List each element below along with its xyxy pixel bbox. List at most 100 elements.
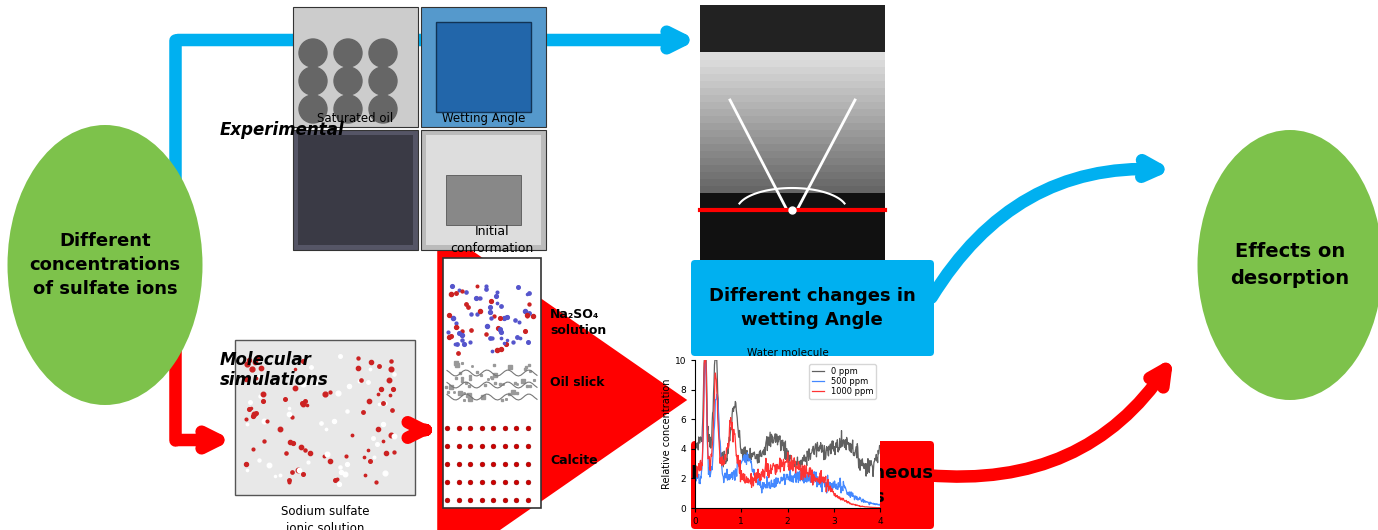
FancyBboxPatch shape	[700, 73, 885, 81]
1000 ppm	[747, 479, 763, 485]
FancyBboxPatch shape	[700, 206, 885, 214]
FancyBboxPatch shape	[700, 248, 885, 256]
500 ppm	[686, 481, 703, 487]
FancyBboxPatch shape	[700, 227, 885, 235]
1000 ppm	[871, 505, 887, 511]
FancyBboxPatch shape	[700, 115, 885, 123]
1000 ppm	[821, 483, 838, 489]
0 ppm	[761, 435, 777, 441]
1000 ppm	[710, 415, 726, 421]
500 ppm	[761, 481, 777, 487]
1000 ppm	[803, 470, 820, 476]
FancyBboxPatch shape	[700, 66, 885, 74]
FancyBboxPatch shape	[442, 258, 542, 508]
1000 ppm	[696, 357, 712, 363]
Text: Experimental: Experimental	[220, 121, 344, 139]
Text: Different instantaneous
conformations: Different instantaneous conformations	[690, 464, 933, 506]
Line: 500 ppm: 500 ppm	[695, 360, 881, 506]
FancyBboxPatch shape	[700, 178, 885, 186]
0 ppm	[747, 454, 763, 461]
FancyBboxPatch shape	[700, 199, 885, 207]
Text: Oil slick: Oil slick	[550, 375, 605, 388]
1000 ppm	[872, 505, 889, 511]
FancyBboxPatch shape	[298, 135, 413, 245]
0 ppm	[821, 443, 838, 449]
FancyBboxPatch shape	[700, 171, 885, 179]
Text: Wetting Angle: Wetting Angle	[442, 112, 525, 125]
FancyBboxPatch shape	[700, 108, 885, 116]
Circle shape	[299, 39, 327, 67]
Text: Effects on
desorption: Effects on desorption	[1231, 242, 1349, 288]
FancyBboxPatch shape	[446, 175, 521, 225]
FancyBboxPatch shape	[700, 213, 885, 221]
FancyBboxPatch shape	[700, 122, 885, 130]
Text: Different changes in
wetting Angle: Different changes in wetting Angle	[708, 287, 915, 329]
Ellipse shape	[7, 125, 203, 405]
Circle shape	[299, 95, 327, 123]
0 ppm	[865, 473, 882, 480]
Text: Sodium sulfate
ionic solution: Sodium sulfate ionic solution	[281, 505, 369, 530]
Text: Saturated oil: Saturated oil	[317, 112, 394, 125]
500 ppm	[710, 395, 726, 402]
FancyBboxPatch shape	[700, 157, 885, 165]
Ellipse shape	[1197, 130, 1378, 400]
FancyBboxPatch shape	[700, 234, 885, 242]
FancyBboxPatch shape	[294, 130, 418, 250]
FancyBboxPatch shape	[700, 101, 885, 109]
Circle shape	[333, 39, 362, 67]
Y-axis label: Relative concentration: Relative concentration	[661, 379, 671, 489]
1000 ppm	[686, 468, 703, 474]
1000 ppm	[821, 487, 838, 493]
Circle shape	[333, 67, 362, 95]
500 ppm	[872, 502, 889, 509]
Line: 1000 ppm: 1000 ppm	[695, 360, 881, 508]
FancyBboxPatch shape	[236, 340, 415, 495]
FancyBboxPatch shape	[700, 241, 885, 249]
500 ppm	[821, 479, 838, 485]
Text: Initial
conformation: Initial conformation	[451, 225, 533, 255]
FancyBboxPatch shape	[700, 220, 885, 228]
FancyBboxPatch shape	[700, 192, 885, 200]
Text: Na₂SO₄
solution: Na₂SO₄ solution	[550, 307, 606, 337]
Circle shape	[299, 67, 327, 95]
FancyBboxPatch shape	[700, 143, 885, 151]
FancyBboxPatch shape	[422, 130, 546, 250]
Legend: 0 ppm, 500 ppm, 1000 ppm: 0 ppm, 500 ppm, 1000 ppm	[809, 364, 876, 399]
FancyBboxPatch shape	[700, 59, 885, 67]
Title: Water molecule: Water molecule	[747, 348, 828, 358]
FancyBboxPatch shape	[700, 255, 885, 263]
Line: 0 ppm: 0 ppm	[695, 360, 881, 476]
500 ppm	[803, 479, 820, 485]
Circle shape	[369, 39, 397, 67]
FancyBboxPatch shape	[700, 164, 885, 172]
500 ppm	[821, 481, 838, 487]
1000 ppm	[761, 474, 777, 481]
Circle shape	[369, 67, 397, 95]
FancyBboxPatch shape	[426, 135, 542, 245]
FancyBboxPatch shape	[700, 5, 885, 263]
500 ppm	[747, 477, 763, 483]
FancyBboxPatch shape	[690, 260, 934, 356]
0 ppm	[872, 444, 889, 450]
FancyBboxPatch shape	[700, 80, 885, 88]
0 ppm	[696, 357, 712, 363]
0 ppm	[803, 449, 820, 456]
FancyBboxPatch shape	[700, 193, 885, 263]
FancyBboxPatch shape	[690, 441, 934, 529]
FancyBboxPatch shape	[422, 7, 546, 127]
FancyBboxPatch shape	[700, 129, 885, 137]
FancyBboxPatch shape	[700, 52, 885, 60]
0 ppm	[821, 447, 838, 453]
FancyBboxPatch shape	[294, 7, 418, 127]
FancyBboxPatch shape	[700, 87, 885, 95]
FancyBboxPatch shape	[435, 22, 531, 112]
Text: Calcite: Calcite	[550, 454, 598, 466]
500 ppm	[696, 357, 712, 363]
FancyBboxPatch shape	[700, 94, 885, 102]
Text: Molecular
simulations: Molecular simulations	[220, 351, 329, 390]
Circle shape	[369, 95, 397, 123]
Text: Different
concentrations
of sulfate ions: Different concentrations of sulfate ions	[29, 232, 181, 298]
Circle shape	[333, 95, 362, 123]
FancyBboxPatch shape	[700, 150, 885, 158]
0 ppm	[710, 391, 726, 397]
